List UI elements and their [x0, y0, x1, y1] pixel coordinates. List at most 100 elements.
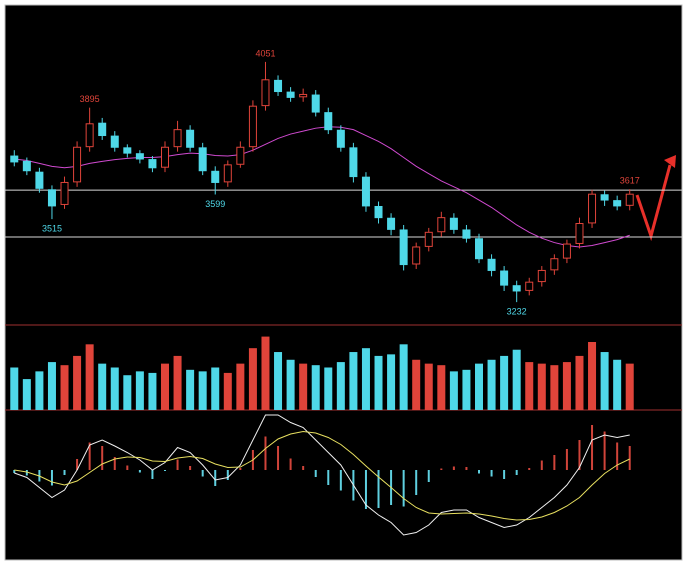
volume-bar [98, 363, 107, 410]
candle-body [98, 122, 107, 137]
macd-bar [189, 466, 192, 470]
candle-body [123, 147, 132, 154]
candle-body [274, 79, 283, 93]
macd-bar [50, 470, 53, 486]
candle-body [236, 146, 245, 165]
candle-body [311, 94, 320, 113]
volume-bar [487, 359, 496, 410]
candle-body [248, 105, 257, 148]
volume-bar [537, 363, 546, 410]
macd-bar [76, 459, 79, 470]
volume-bar [613, 359, 622, 410]
macd-bar [415, 470, 418, 495]
volume-bar [85, 344, 94, 410]
candle-body [173, 129, 182, 148]
candle-body [399, 229, 408, 266]
volume-bar [462, 369, 471, 410]
macd-bar [402, 470, 405, 507]
candle-body [299, 93, 308, 98]
price-label: 3232 [507, 306, 527, 316]
candle-body [161, 146, 169, 168]
volume-bar [161, 363, 169, 410]
macd-bar [528, 468, 531, 470]
arrow-head [664, 155, 676, 168]
candle-body [625, 193, 634, 206]
volume-bar [449, 371, 458, 410]
volume-bar [525, 362, 534, 410]
volume-bar [324, 367, 333, 410]
macd-bar [302, 466, 305, 470]
volume-bar [361, 348, 370, 410]
macd-bar [277, 446, 280, 470]
volume-bar [186, 369, 195, 410]
volume-bar [387, 354, 396, 410]
macd-bar [226, 470, 229, 480]
candle-body [487, 258, 496, 271]
volume-bar [35, 371, 44, 410]
volume-bar [73, 355, 82, 410]
macd-bar [553, 455, 556, 470]
volume-bar [248, 348, 257, 410]
volume-bar [500, 355, 509, 410]
volume-bar [374, 355, 383, 410]
candle-body [47, 189, 56, 207]
volume-bar [311, 365, 320, 410]
volume-bar [22, 379, 31, 410]
macd-bar [465, 467, 468, 470]
candle-body [412, 246, 421, 265]
macd-bar [151, 470, 154, 479]
candle-body [361, 176, 370, 207]
macd-bar [289, 458, 292, 470]
volume-bar [10, 367, 19, 410]
volume-bar [299, 363, 308, 410]
candle-body [22, 160, 31, 172]
candle-body [462, 229, 471, 239]
macd-bar [63, 470, 66, 475]
price-label: 3599 [205, 199, 225, 209]
macd-bar [503, 470, 506, 479]
dif-line [14, 414, 630, 536]
macd-bar [440, 468, 443, 470]
candle-body [85, 123, 94, 148]
candle-body [135, 153, 144, 160]
candle-body [525, 281, 534, 291]
candle-body [10, 155, 19, 163]
macd-bar [377, 470, 380, 508]
volume-bar [198, 371, 207, 410]
macd-bar [616, 442, 619, 470]
volume-bar [211, 367, 220, 410]
candle-body [110, 135, 119, 148]
macd-bar [13, 470, 16, 473]
volume-bar [412, 359, 421, 410]
candle-body [475, 238, 483, 260]
price-label: 4051 [255, 48, 275, 58]
candle-body [500, 270, 509, 286]
volume-bar [336, 362, 345, 410]
macd-bar [591, 425, 594, 470]
price-label: 3895 [80, 94, 100, 104]
moving-average [14, 126, 630, 248]
macd-bar [138, 470, 141, 473]
candle-body [449, 217, 458, 230]
macd-bar [565, 449, 568, 470]
candle-body [35, 171, 44, 189]
macd-bar [214, 470, 217, 486]
volume-bar [286, 359, 295, 410]
macd-bar [628, 446, 631, 470]
macd-bar [25, 470, 28, 476]
macd-bar [603, 431, 606, 470]
macd-bar [239, 468, 242, 470]
candle-body [562, 243, 571, 259]
macd-bar [314, 470, 317, 477]
volume-bar [512, 349, 521, 410]
trend-arrow [635, 164, 672, 242]
candle-body [336, 129, 345, 148]
price-label: 3515 [42, 223, 62, 233]
macd-bar [101, 446, 104, 470]
macd-bar [540, 460, 543, 470]
volume-bar [600, 352, 609, 410]
candle-body [613, 200, 622, 207]
volume-bar [562, 362, 571, 410]
